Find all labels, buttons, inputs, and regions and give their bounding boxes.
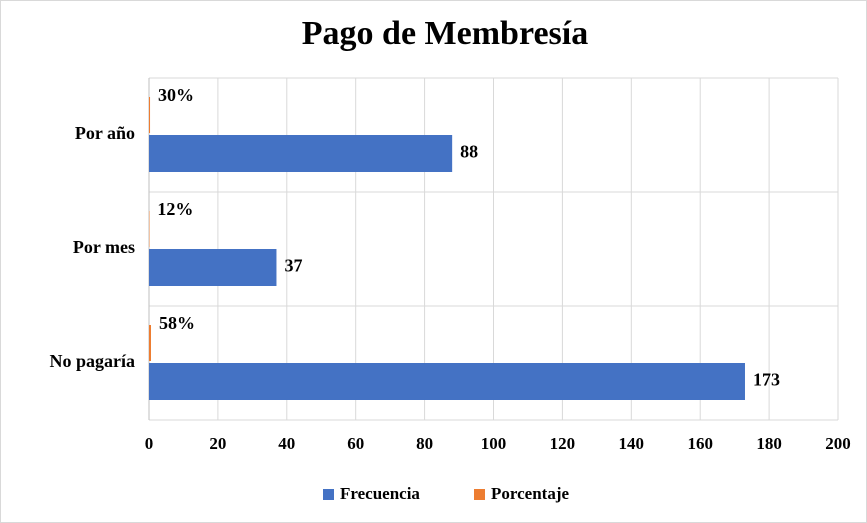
- x-tick-label: 0: [145, 434, 154, 453]
- value-label: 37: [284, 256, 302, 276]
- value-label: 30%: [158, 85, 194, 105]
- legend-label: Porcentaje: [491, 484, 569, 503]
- bar: [149, 363, 745, 400]
- legend-swatch: [323, 489, 334, 500]
- bar: [149, 325, 151, 361]
- x-tick-label: 180: [756, 434, 782, 453]
- x-tick-label: 140: [619, 434, 645, 453]
- category-label: No pagaría: [50, 351, 136, 371]
- category-label: Por año: [75, 123, 135, 143]
- value-label: 88: [460, 142, 478, 162]
- chart-title: Pago de Membresía: [302, 15, 588, 52]
- x-tick-label: 80: [416, 434, 433, 453]
- x-tick-label: 20: [209, 434, 226, 453]
- x-tick-label: 40: [278, 434, 295, 453]
- value-label: 173: [753, 370, 780, 390]
- value-label: 58%: [159, 313, 195, 333]
- x-tick-label: 60: [347, 434, 364, 453]
- x-tick-label: 100: [481, 434, 507, 453]
- bar: [149, 249, 277, 286]
- bar: [149, 135, 453, 172]
- category-label: Por mes: [73, 237, 135, 257]
- x-tick-label: 120: [550, 434, 576, 453]
- value-label: 12%: [157, 199, 193, 219]
- legend-label: Frecuencia: [340, 484, 420, 503]
- x-tick-label: 160: [687, 434, 713, 453]
- legend-swatch: [474, 489, 485, 500]
- x-tick-label: 200: [825, 434, 851, 453]
- bar: [149, 97, 151, 133]
